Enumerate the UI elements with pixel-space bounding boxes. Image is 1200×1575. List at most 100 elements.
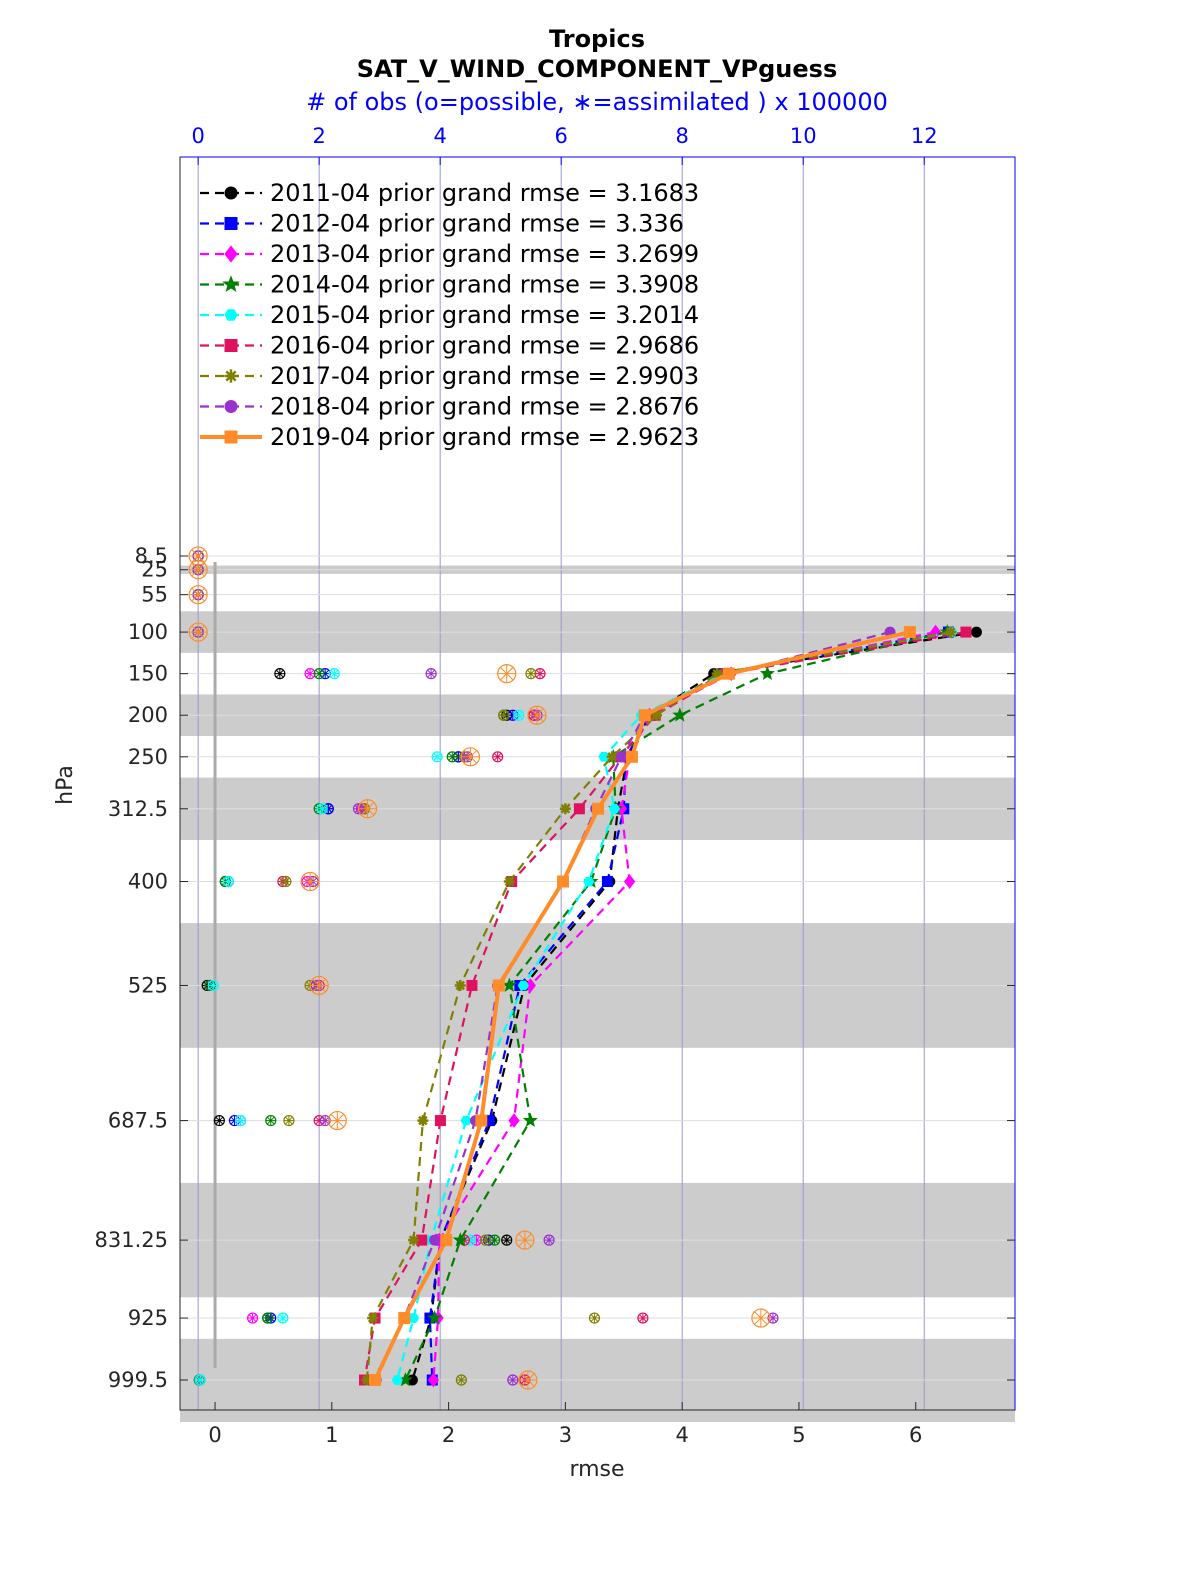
obs-assimilated-asterisk: [189, 623, 208, 642]
series-2019-04: [369, 626, 916, 1386]
data-point: [492, 979, 505, 992]
obs-marker-pair: [498, 709, 510, 721]
obs-assimilated-asterisk: [426, 668, 437, 679]
obs-assimilated-asterisk: [358, 799, 377, 818]
obs-marker-pair: [188, 585, 208, 605]
obs-assimilated-asterisk: [507, 710, 518, 721]
obs-assimilated-asterisk: [480, 1235, 491, 1246]
legend-marker: [224, 339, 238, 352]
obs-assimilated-asterisk: [453, 751, 464, 762]
obs-assimilated-asterisk: [515, 1231, 534, 1250]
top-tick-label: 2: [312, 124, 325, 148]
data-point: [945, 626, 957, 638]
y-tick-label: 200: [128, 703, 168, 727]
obs-axis-ticks: 0 2 4 6 8 10 12: [191, 124, 938, 165]
data-point: [711, 668, 723, 680]
obs-assimilated-asterisk: [513, 710, 524, 721]
data-point: [672, 707, 688, 722]
obs-assimilated-asterisk: [329, 668, 340, 679]
obs-marker-pair: [501, 1234, 513, 1246]
obs-marker-pair: [194, 1374, 206, 1386]
obs-assimilated-asterisk: [301, 872, 320, 891]
obs-marker-pair: [497, 664, 517, 684]
obs-assimilated-asterisk: [432, 751, 443, 762]
y-tick-label: 925: [128, 1306, 168, 1330]
top-tick-label: 4: [433, 124, 446, 148]
rmse-axis-ticks: 0 1 2 3 4 5 6: [208, 1402, 922, 1447]
data-point: [903, 626, 916, 639]
obs-marker-pair: [479, 1234, 492, 1246]
obs-assimilated-asterisk: [492, 751, 503, 762]
data-point: [427, 1372, 440, 1388]
data-point: [460, 1115, 472, 1126]
y-tick-label: 312.5: [108, 797, 168, 821]
x-tick-label: 6: [909, 1423, 922, 1447]
obs-assimilated-asterisk: [314, 668, 325, 679]
obs-marker-pair: [492, 751, 504, 763]
y-tick-label: 250: [128, 745, 168, 769]
data-point: [583, 876, 595, 887]
data-point: [522, 1112, 538, 1127]
obs-marker-pair: [247, 1312, 259, 1324]
obs-assimilated-asterisk: [637, 1313, 648, 1324]
legend-marker: [224, 369, 238, 383]
obs-assimilated-asterisk: [208, 980, 219, 991]
data-point: [475, 1114, 488, 1127]
top-axis-label: # of obs (o=possible, ∗=assimilated ) x …: [306, 88, 888, 116]
obs-assimilated-asterisk: [262, 1313, 273, 1324]
legend-entry: 2017-04 prior grand rmse = 2.9903: [200, 362, 699, 390]
obs-marker-pair: [280, 875, 292, 888]
obs-assimilated-asterisk: [265, 1115, 276, 1126]
x-tick-label: 4: [675, 1423, 688, 1447]
data-point: [503, 876, 515, 888]
data-point: [398, 1312, 411, 1325]
obs-marker-pair: [515, 1230, 535, 1250]
obs-assimilated-asterisk: [314, 1115, 325, 1126]
data-point: [361, 1374, 373, 1386]
data-point: [466, 979, 478, 991]
legend-marker: [224, 186, 238, 200]
obs-marker-pair: [316, 803, 328, 815]
data-point: [440, 1234, 453, 1247]
obs-marker-pair: [188, 560, 208, 580]
obs-assimilated-asterisk: [498, 710, 509, 721]
obs-assimilated-asterisk: [323, 803, 334, 814]
data-point: [625, 750, 638, 763]
obs-marker-pair: [277, 1312, 289, 1324]
y-axis-label: hPa: [53, 765, 78, 805]
data-point: [960, 626, 972, 638]
y-tick-label: 100: [128, 620, 168, 644]
obs-marker-pair: [274, 668, 286, 680]
obs-assimilated-asterisk: [223, 876, 234, 887]
data-point: [517, 980, 529, 991]
legend-marker: [222, 275, 240, 292]
legend-entry: 2013-04 prior grand rmse = 3.2699: [200, 240, 699, 268]
data-point: [454, 979, 466, 991]
legend-entry: 2012-04 prior grand rmse = 3.336: [200, 210, 684, 238]
top-tick-label: 0: [191, 124, 204, 148]
obs-assimilated-asterisk: [525, 668, 536, 679]
data-point: [592, 802, 605, 815]
legend-marker: [224, 400, 238, 413]
legend-marker: [224, 245, 238, 263]
data-point: [508, 1113, 520, 1128]
obs-marker-pair: [207, 979, 219, 992]
chart-subtitle: SAT_V_WIND_COMPONENT_VPguess: [357, 55, 837, 83]
obs-assimilated-asterisk: [247, 1313, 258, 1324]
obs-assimilated-asterisk: [317, 803, 328, 814]
obs-assimilated-asterisk: [497, 664, 516, 683]
obs-assimilated-asterisk: [189, 585, 208, 604]
x-tick-label: 1: [325, 1423, 338, 1447]
x-tick-label: 0: [208, 1423, 221, 1447]
legend-marker: [224, 309, 238, 321]
data-point: [759, 665, 775, 681]
data-point: [408, 1234, 420, 1246]
obs-assimilated-asterisk: [328, 1111, 347, 1130]
obs-assimilated-asterisk: [320, 668, 331, 679]
legend-label: 2017-04 prior grand rmse = 2.9903: [270, 362, 699, 390]
shaded-level-bands: [180, 565, 1015, 1422]
obs-marker-pair: [455, 1374, 467, 1386]
obs-assimilated-asterisk: [305, 668, 316, 679]
obs-marker-pair: [327, 1110, 347, 1131]
